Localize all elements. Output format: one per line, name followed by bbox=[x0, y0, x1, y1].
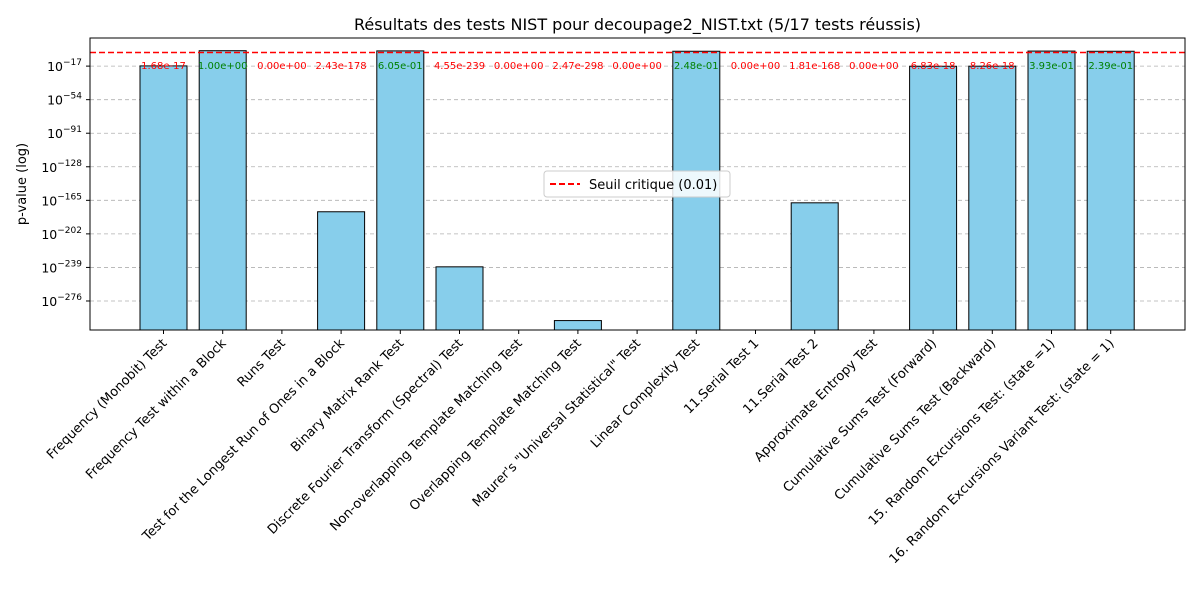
x-tick-label: Frequency (Monobit) Test bbox=[44, 336, 170, 462]
x-tick-label: Linear Complexity Test bbox=[588, 336, 703, 451]
bar bbox=[790, 202, 839, 331]
bar bbox=[139, 65, 188, 331]
bar bbox=[909, 65, 958, 331]
x-tick-label: 16. Random Excursions Variant Test: (sta… bbox=[887, 336, 1118, 567]
y-axis-label: p-value (log) bbox=[15, 143, 30, 225]
bar-value-label: 0.00e+00 bbox=[731, 61, 781, 72]
bar-value-label: 1.00e+00 bbox=[198, 61, 248, 72]
bar-value-label: 2.39e-01 bbox=[1088, 61, 1133, 72]
legend[interactable]: Seuil critique (0.01) bbox=[543, 170, 731, 198]
bar-value-label: 4.55e-239 bbox=[434, 61, 485, 72]
legend-label: Seuil critique (0.01) bbox=[589, 178, 717, 193]
bar bbox=[968, 65, 1017, 331]
legend-box bbox=[543, 170, 731, 198]
bar-value-label: 6.83e-18 bbox=[911, 61, 956, 72]
y-tick-label: 10−17 bbox=[47, 58, 82, 74]
bar-value-label: 0.00e+00 bbox=[257, 61, 307, 72]
y-ticks: 10−17 10−54 10−91 10−128 10−165 10−202 10−239 1… bbox=[41, 58, 90, 309]
bar-value-label: 6.05e-01 bbox=[378, 61, 423, 72]
bar bbox=[198, 50, 247, 331]
bar bbox=[553, 320, 602, 331]
bar-value-label: 2.43e-178 bbox=[316, 61, 367, 72]
y-tick-label: 10−239 bbox=[41, 259, 82, 275]
y-tick-label: 10−165 bbox=[41, 192, 82, 208]
bar-value-label: 2.47e-298 bbox=[552, 61, 603, 72]
data-labels: 1.68e-17 1.00e+00 0.00e+00 2.43e-178 6.05e-0… bbox=[141, 61, 1133, 72]
bar bbox=[317, 211, 366, 331]
bar bbox=[376, 50, 425, 331]
bar-value-label: 2.48e-01 bbox=[674, 61, 719, 72]
x-tick-label: Runs Test bbox=[235, 336, 289, 390]
bar bbox=[1027, 50, 1076, 331]
x-tick-label: Approximate Entropy Test bbox=[752, 336, 881, 465]
bar-value-label: 8.26e-18 bbox=[970, 61, 1015, 72]
bar-value-label: 1.81e-168 bbox=[789, 61, 840, 72]
bar-value-label: 3.93e-01 bbox=[1029, 61, 1074, 72]
y-tick-label: 10−276 bbox=[41, 293, 82, 309]
x-tick-label: Binary Matrix Rank Test bbox=[288, 336, 407, 455]
y-tick-label: 10−128 bbox=[41, 159, 82, 175]
bar bbox=[1086, 50, 1135, 331]
bar-value-label: 0.00e+00 bbox=[849, 61, 899, 72]
y-tick-label: 10−202 bbox=[41, 226, 82, 242]
bar-value-label: 1.68e-17 bbox=[141, 61, 186, 72]
grid-lines bbox=[90, 65, 1185, 302]
bar bbox=[435, 266, 484, 331]
chart-title: Résultats des tests NIST pour decoupage2… bbox=[354, 15, 921, 35]
y-tick-label: 10−54 bbox=[47, 92, 82, 108]
bar-value-label: 0.00e+00 bbox=[494, 61, 544, 72]
bar-value-label: 0.00e+00 bbox=[612, 61, 662, 72]
y-tick-label: 10−91 bbox=[47, 125, 82, 141]
x-tick-label: Test for the Longest Run of Ones in a Bl… bbox=[139, 336, 348, 545]
bars bbox=[139, 50, 1135, 331]
